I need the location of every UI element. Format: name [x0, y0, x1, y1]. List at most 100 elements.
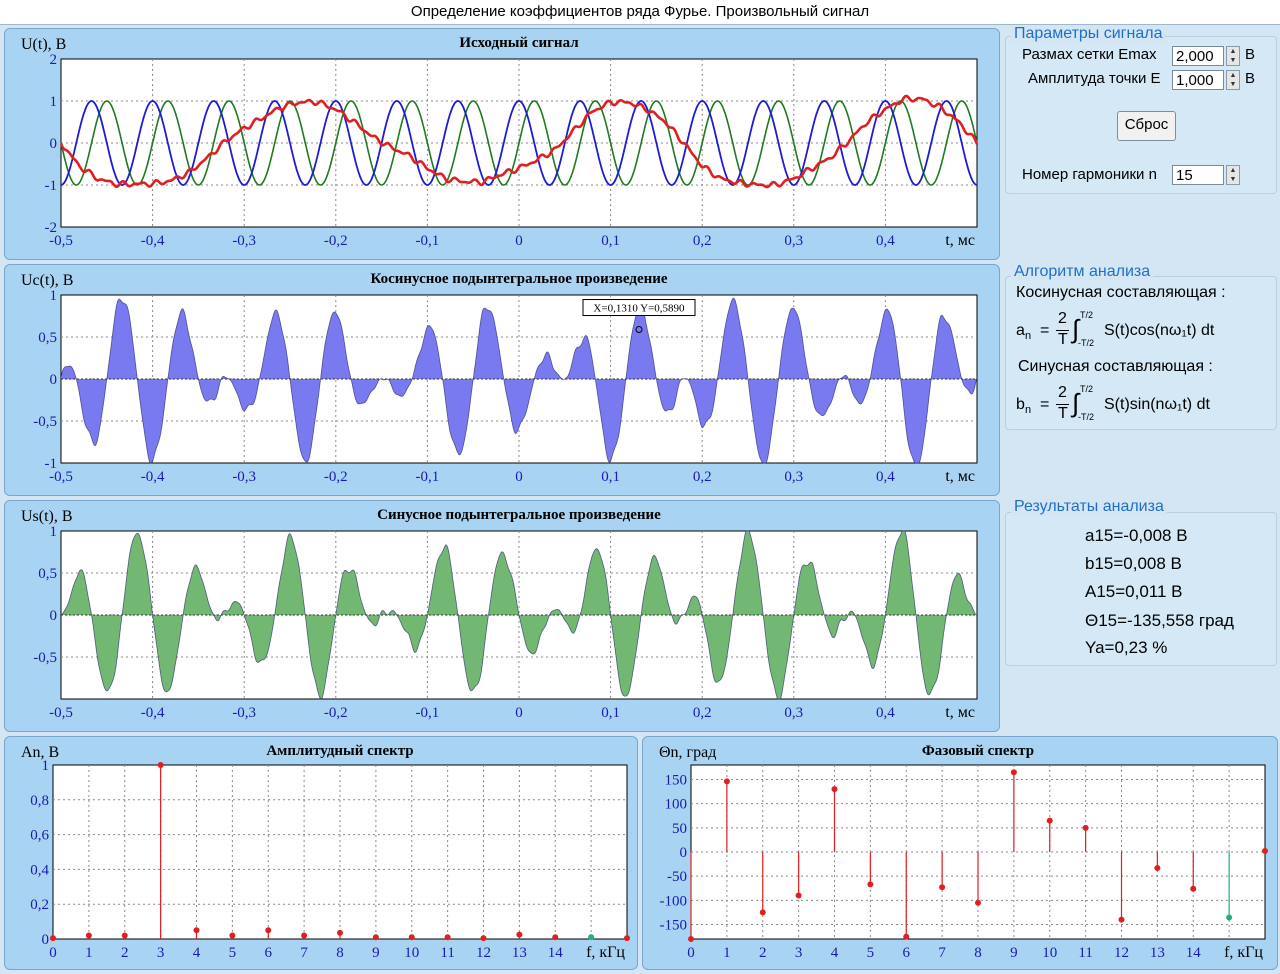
e-unit: В: [1245, 70, 1256, 87]
x-tick-label: 7: [300, 945, 308, 961]
y-tick-label: -2: [45, 220, 58, 236]
cosine-harmonic-line: [60, 100, 978, 186]
chart-title-bg: [344, 33, 694, 51]
x-axis-label: t, мс: [945, 704, 975, 721]
e-stepper[interactable]: ▲ ▼: [1226, 70, 1240, 90]
y-tick-label: 0: [680, 845, 688, 861]
phase-point: [795, 892, 802, 899]
tooltip-text: X=0,1310 Y=0,5890: [593, 303, 685, 315]
an-subscript: n: [1025, 330, 1032, 342]
an-integrand: S(t)cos(nω₁t) dt: [1104, 322, 1215, 339]
cos-component-label: Косинусная составляющая :: [1016, 284, 1226, 301]
y-tick-label: -0,5: [33, 414, 57, 430]
x-tick-label: -0,1: [416, 705, 440, 721]
x-tick-label: -0,1: [416, 233, 440, 249]
phase-point: [903, 933, 910, 940]
y-tick-label: -1: [45, 456, 58, 472]
bn-upper-limit: T/2: [1080, 384, 1094, 394]
x-tick-label: 0: [49, 945, 57, 961]
emax-field[interactable]: 2,000: [1172, 46, 1224, 66]
an-numerator: 2: [1058, 310, 1067, 327]
phase-spectrum-panel: 0 1 2 3 4 5 6 7 8 9 10 11 12 13 14 150 100 50 0 -50 -100 -150…: [642, 736, 1278, 970]
input-signal-line: [59, 94, 979, 189]
x-tick-label: 1: [723, 945, 731, 961]
y-tick-label: -1: [45, 178, 58, 194]
phase-point: [1046, 817, 1053, 824]
x-tick-label: 6: [265, 945, 273, 961]
x-tick-label: -0,3: [232, 469, 256, 485]
x-tick-label: -0,3: [232, 705, 256, 721]
arrow-down-icon: ▼: [1229, 176, 1237, 183]
phase-point: [975, 899, 981, 906]
an-upper-limit: T/2: [1080, 310, 1094, 320]
y-tick-label: 0,5: [38, 566, 57, 582]
y-axis-label: Uc(t), В: [21, 272, 73, 289]
e-label: Амплитуда точки E: [1028, 70, 1161, 87]
bn-symbol: b: [1016, 396, 1025, 413]
bn-equals: =: [1040, 396, 1050, 413]
chart-title: Синусное подынтегральное произведение: [377, 507, 661, 523]
an-lower-limit: -T/2: [1078, 338, 1095, 348]
x-tick-label: -0,4: [141, 469, 165, 485]
e-field[interactable]: 1,000: [1172, 70, 1224, 90]
amp-point: [552, 934, 559, 941]
bn-integrand: S(t)sin(nω₁t) dt: [1104, 396, 1210, 413]
amp-point: [516, 931, 523, 938]
x-tick-label: 14: [1186, 945, 1202, 961]
bn-denominator: T: [1058, 405, 1068, 422]
chart-title-bg: [165, 741, 515, 759]
x-tick-label: 0,3: [784, 233, 803, 249]
integral-icon: ∫: [1072, 314, 1080, 344]
x-tick-label: 0,2: [693, 233, 712, 249]
arrow-down-icon: ▼: [1229, 57, 1237, 64]
harmonic-number-field[interactable]: 15: [1172, 165, 1224, 185]
cursor-marker: [635, 326, 643, 334]
bn-fraction-bar: [1056, 404, 1069, 405]
y-tick-label: 0: [50, 608, 58, 624]
x-tick-label: -0,4: [141, 705, 165, 721]
chart-title: Фазовый спектр: [922, 743, 1034, 759]
x-tick-label: 0: [687, 945, 695, 961]
x-tick-label: 0,4: [876, 705, 895, 721]
arrow-up-icon: ▲: [1229, 48, 1237, 55]
an-fraction-bar: [1056, 330, 1069, 331]
amp-point: [444, 934, 451, 941]
x-tick-label: 0,4: [876, 233, 895, 249]
y-tick-label: -150: [660, 918, 688, 934]
x-axis-label: t, мс: [945, 468, 975, 485]
y-tick-label: -0,5: [33, 650, 57, 666]
arrow-down-icon: ▼: [1229, 81, 1237, 88]
x-tick-label: -0,1: [416, 469, 440, 485]
phase-point: [723, 778, 730, 785]
harmonic-number-stepper[interactable]: ▲ ▼: [1226, 165, 1240, 185]
x-tick-label: 0: [515, 233, 523, 249]
reset-button[interactable]: Сброс: [1117, 111, 1176, 141]
emax-stepper[interactable]: ▲ ▼: [1226, 46, 1240, 66]
bn-lower-limit: -T/2: [1078, 412, 1095, 422]
arrow-up-icon: ▲: [1229, 167, 1237, 174]
x-tick-label: 0,3: [784, 705, 803, 721]
integral-icon: ∫: [1072, 388, 1080, 418]
x-tick-label: 12: [1114, 945, 1129, 961]
x-tick-label: 9: [372, 945, 380, 961]
y-axis-label: U(t), В: [21, 36, 66, 53]
y-tick-label: 50: [672, 821, 687, 837]
amp-point: [337, 929, 343, 936]
y-tick-label: 0,6: [30, 828, 49, 844]
chart-title-bg: [344, 269, 694, 287]
cos-chart-panel: -0,5 -0,4 -0,3 -0,2 -0,1 0 0,1 0,2 0,3 0,4 1 0,5 0 -0…: [4, 264, 1000, 496]
x-tick-label: 5: [229, 945, 237, 961]
y-axis-label: An, В: [21, 744, 59, 761]
x-axis-label: f, кГц: [1224, 944, 1263, 961]
emax-unit: В: [1245, 46, 1256, 63]
x-tick-label: 5: [867, 945, 875, 961]
y-axis-label: Us(t), В: [21, 508, 73, 525]
results-title: Результаты анализа: [1011, 498, 1167, 516]
x-tick-label: 6: [903, 945, 911, 961]
an-formula: a n = 2 T ∫ T/2 -T/2 S(t)cos(nω₁t) dt: [1016, 310, 1266, 352]
phase-point: [1262, 848, 1268, 855]
y-tick-label: 0: [42, 932, 50, 948]
x-tick-label: -0,5: [49, 705, 73, 721]
chart-title: Амплитудный спектр: [266, 743, 413, 759]
x-tick-label: 10: [1042, 945, 1057, 961]
